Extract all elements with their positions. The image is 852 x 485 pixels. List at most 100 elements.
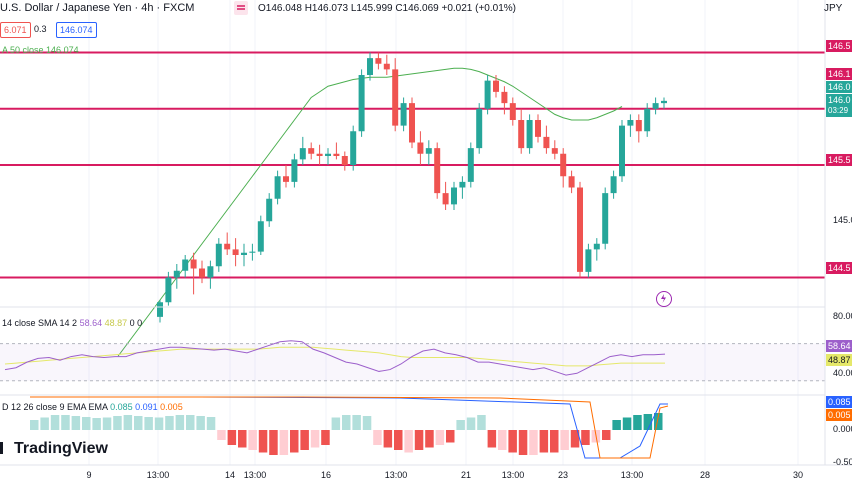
candle-body [484, 80, 491, 109]
candle-body [543, 136, 550, 149]
candle-body [367, 58, 373, 75]
macd-histogram-bar [154, 417, 164, 430]
spread-value: 0.3 [34, 24, 47, 34]
x-tick: 16 [320, 470, 332, 480]
macd-histogram-bar [227, 430, 237, 445]
x-tick: 13:00 [501, 470, 525, 480]
price-label-ma: 146.0 [826, 81, 852, 93]
macd-histogram-bar [238, 430, 247, 448]
price-label-last: 146.0 [826, 94, 852, 106]
candle-body [383, 63, 390, 70]
x-tick: 9 [86, 470, 92, 480]
macd-histogram-bar [498, 430, 507, 450]
level-label-144-5: 144.5 [826, 262, 852, 274]
candle-body [451, 187, 457, 205]
rsi-axis-sma: 48.87 [826, 354, 852, 366]
candle-body [400, 103, 407, 126]
macd-histogram-bar [165, 416, 174, 430]
macd-histogram-bar [206, 417, 216, 430]
macd-histogram-bar [186, 415, 195, 430]
candle-body [325, 153, 331, 156]
candle-body [535, 120, 541, 137]
x-tick: 30 [792, 470, 804, 480]
currency-label: JPY [824, 3, 843, 14]
rsi-axis-40: 40.00 [833, 368, 852, 378]
candle-body [299, 148, 306, 160]
candle-body [661, 100, 667, 104]
macd-histogram-bar [622, 417, 632, 430]
macd-histogram-bar [102, 417, 112, 430]
candle-body [585, 249, 592, 272]
candle-body [619, 125, 625, 177]
candle-body [442, 193, 449, 205]
macd-histogram-bar [144, 417, 153, 430]
candle-body [610, 176, 617, 194]
menu-icon[interactable] [234, 1, 248, 15]
candle-body [341, 156, 348, 165]
candle-body [157, 302, 163, 317]
countdown-label: 03:29 [826, 105, 852, 117]
candle-body [173, 270, 180, 278]
candle-body [409, 103, 415, 143]
rsi-line [4, 340, 666, 376]
candle-body [207, 266, 214, 278]
x-tick: 14 [224, 470, 236, 480]
level-label-145-5: 145.5 [826, 154, 852, 166]
macd-histogram-bar [50, 415, 60, 430]
x-tick: 23 [557, 470, 569, 480]
macd-histogram-bar [40, 417, 49, 430]
candle-body [308, 148, 315, 154]
bid-box[interactable]: 6.071 [0, 22, 31, 38]
ma-label: A 50 close 146.074 [2, 45, 79, 55]
macd-histogram-bar [425, 430, 434, 448]
candle-body [182, 259, 189, 271]
macd-histogram-bar [331, 417, 341, 430]
level-label-146-1: 146.1 [826, 68, 852, 80]
macd-histogram-bar [456, 420, 465, 430]
candle-body [526, 120, 533, 149]
candle-body [627, 120, 634, 126]
candle-body [215, 243, 222, 267]
macd-histogram-bar [134, 416, 143, 430]
macd-histogram-bar [123, 415, 133, 430]
macd-histogram-bar [487, 430, 497, 448]
logo-icon [0, 442, 11, 454]
macd-histogram-bar [446, 430, 455, 443]
candle-body [577, 187, 583, 272]
macd-histogram-bar [654, 413, 663, 430]
macd-histogram-bar [477, 415, 486, 430]
candle-body [274, 176, 281, 199]
macd-histogram-bar [300, 430, 309, 450]
macd-axis-zero: 0.000 [833, 424, 852, 434]
macd-histogram-bar [435, 430, 445, 445]
candle-body [425, 148, 432, 154]
candle-body [568, 176, 575, 188]
macd-histogram-bar [30, 420, 39, 430]
macd-histogram-bar [529, 430, 538, 455]
macd-histogram-bar [92, 418, 101, 430]
macd-histogram-bar [570, 430, 580, 448]
level-label-146-5: 146.5 [826, 40, 852, 52]
candle-body [257, 221, 264, 252]
macd-histogram-bar [373, 430, 382, 445]
macd-histogram-bar [518, 430, 528, 455]
x-tick: 13:00 [384, 470, 408, 480]
candle-body [467, 148, 474, 182]
lightning-icon[interactable] [656, 291, 672, 307]
candle-body [518, 120, 525, 149]
macd-histogram-bar [362, 416, 372, 430]
macd-histogram-bar [342, 415, 351, 430]
tradingview-logo[interactable]: TradingView [0, 440, 108, 458]
x-tick: 13:00 [620, 470, 644, 480]
macd-histogram-bar [71, 416, 81, 430]
candle-body [652, 103, 659, 109]
candle-body [593, 243, 600, 250]
candle-body [509, 103, 516, 120]
candle-body [199, 268, 205, 278]
candle-body [476, 108, 483, 149]
macd-axis-signal: 0.005 [826, 409, 852, 421]
macd-histogram-bar [404, 430, 413, 453]
symbol-title[interactable]: U.S. Dollar / Japanese Yen · 4h · FXCM [0, 2, 195, 14]
ask-box[interactable]: 146.074 [56, 22, 97, 38]
